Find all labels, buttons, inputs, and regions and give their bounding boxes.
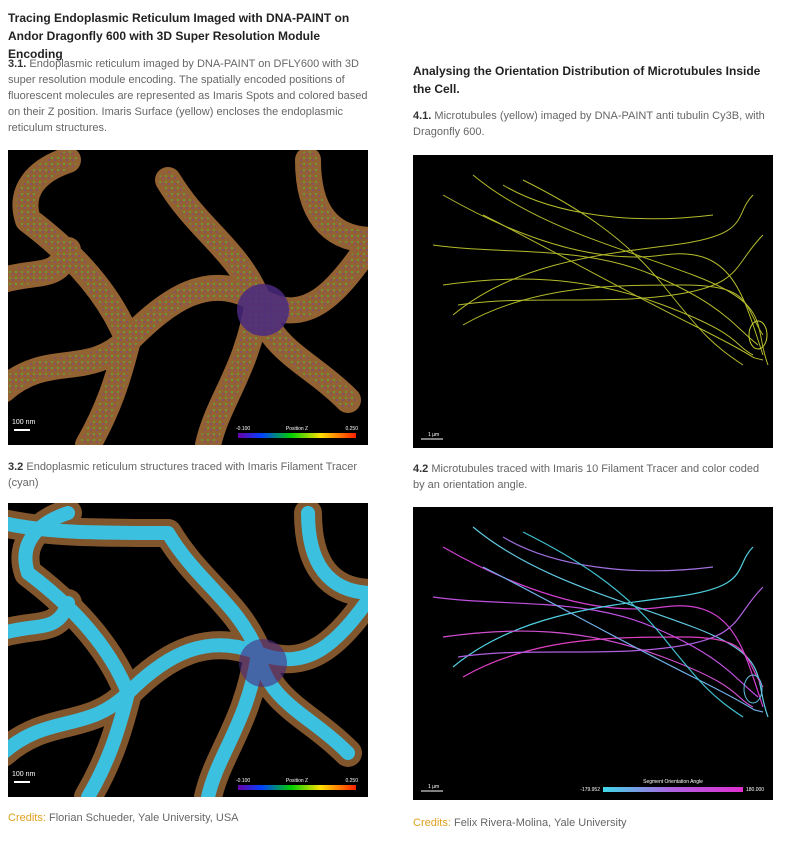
caption: 4.1. Microtubules (yellow) imaged by DNA… <box>413 108 773 140</box>
section-title: Analysing the Orientation Distribution o… <box>413 64 761 96</box>
colorbar-max: 0.250 <box>345 778 358 784</box>
scale-label: 1 µm <box>428 432 439 438</box>
scale-label: 100 nm <box>12 419 36 426</box>
microtubule-traced-image: 1 µm Segment Orientation Angle -179.952 … <box>413 507 773 800</box>
caption-text: Microtubules (yellow) imaged by DNA-PAIN… <box>413 110 765 138</box>
colorbar-max: 0.250 <box>345 426 358 432</box>
caption-text: Endoplasmic reticulum imaged by DNA-PAIN… <box>8 58 368 134</box>
figure-label: 3.2 <box>8 461 24 473</box>
colorbar-min: -0.100 <box>236 778 250 784</box>
figure-label: 3.1. <box>8 58 27 70</box>
caption: 3.2 Endoplasmic reticulum structures tra… <box>8 459 370 491</box>
colorbar-min: -0.100 <box>236 426 250 432</box>
credits-text: Florian Schueder, Yale University, USA <box>48 812 239 824</box>
colorbar-title: Position Z <box>286 426 308 432</box>
colorbar-title: Segment Orientation Angle <box>643 779 703 785</box>
credits-label: Credits: <box>413 817 451 829</box>
scale-label: 100 nm <box>12 771 36 778</box>
credits: Credits: Felix Rivera-Molina, Yale Unive… <box>413 815 773 831</box>
colorbar-min: -179.952 <box>580 787 600 793</box>
credits: Credits: Florian Schueder, Yale Universi… <box>8 810 370 826</box>
credits-label: Credits: <box>8 812 46 824</box>
figure-label: 4.2 <box>413 463 429 475</box>
er-image: 100 nm -0.100 Position Z 0.250 <box>8 150 368 445</box>
scale-label: 1 µm <box>428 784 439 790</box>
figure-label: 4.1. <box>413 110 432 122</box>
er-traced-image: 100 nm -0.100 Position Z 0.250 <box>8 503 368 797</box>
colorbar-max: 180.000 <box>746 787 764 793</box>
microtubule-image: 1 µm <box>413 155 773 448</box>
colorbar-title: Position Z <box>286 778 308 784</box>
caption: 4.2 Microtubules traced with Imaris 10 F… <box>413 461 773 493</box>
caption: 3.1. Endoplasmic reticulum imaged by DNA… <box>8 56 370 136</box>
caption-text: Endoplasmic reticulum structures traced … <box>8 461 358 489</box>
caption-text: Microtubules traced with Imaris 10 Filam… <box>413 463 760 491</box>
section-title: Tracing Endoplasmic Reticulum Imaged wit… <box>8 11 350 61</box>
credits-text: Felix Rivera-Molina, Yale University <box>453 817 627 829</box>
